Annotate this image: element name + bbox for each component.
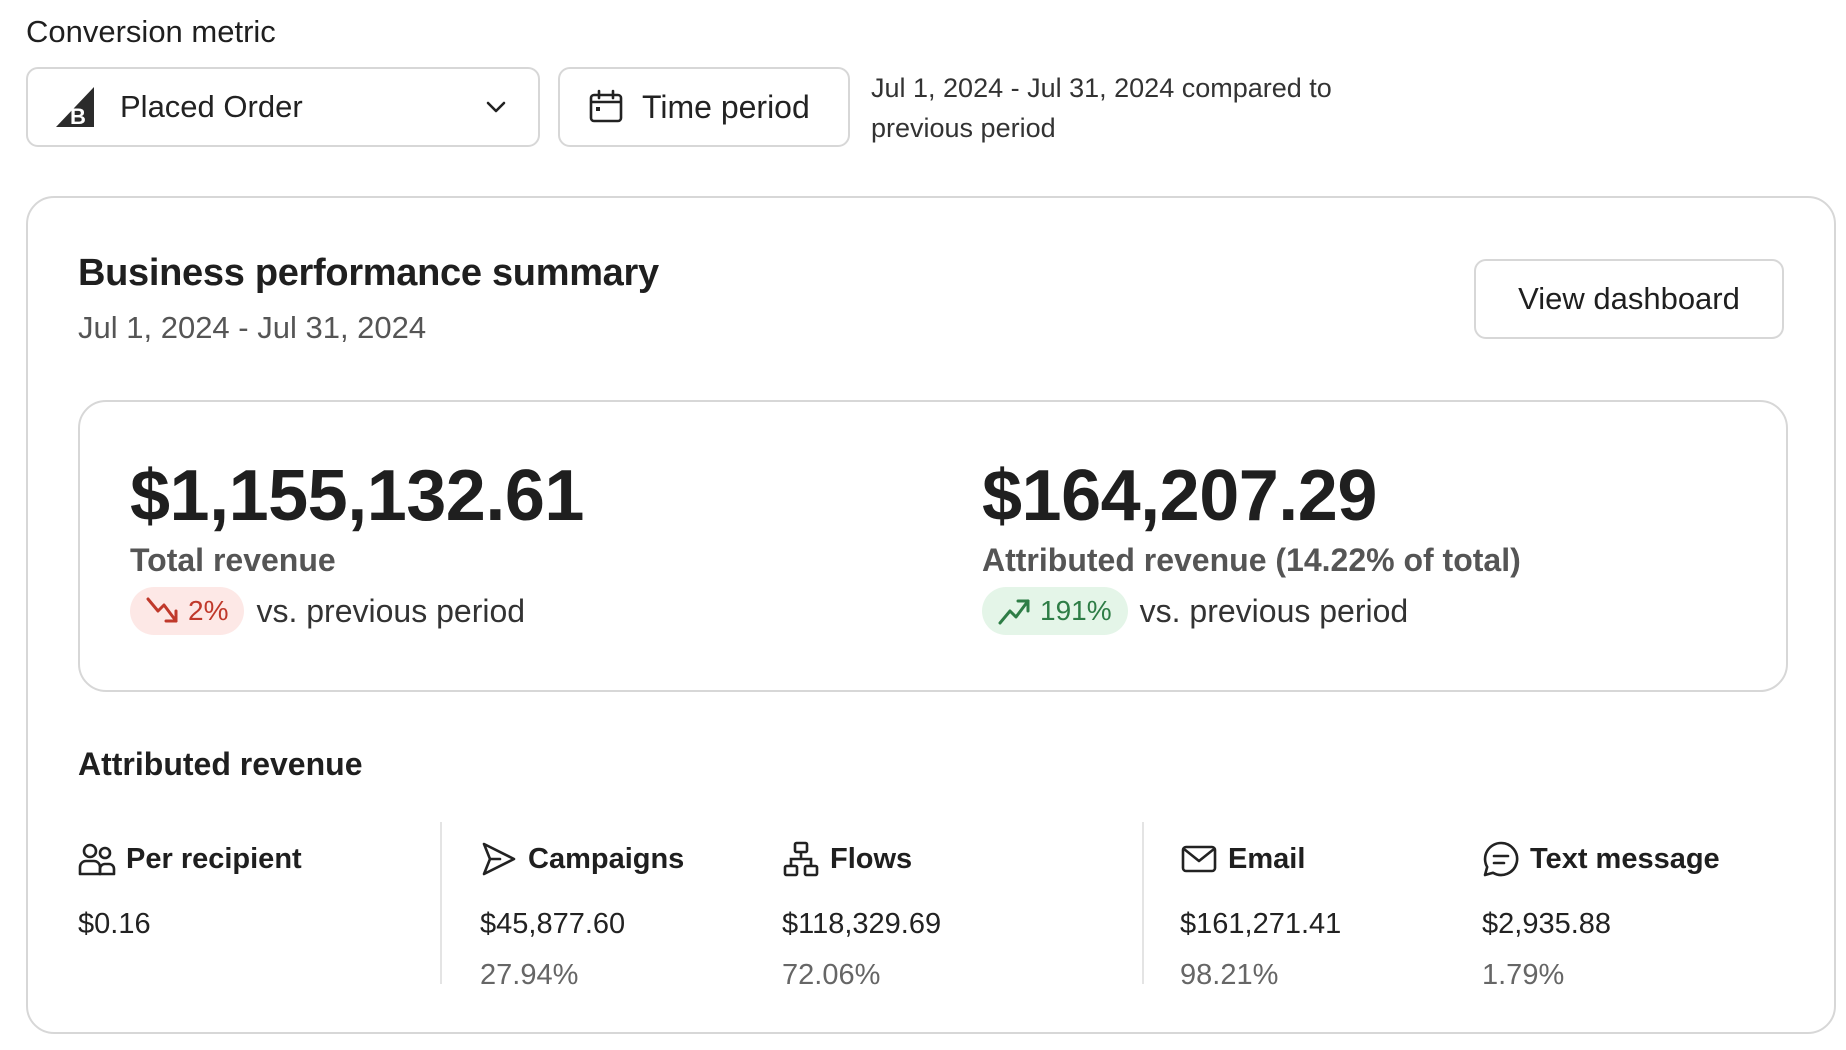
attributed-revenue-vs-label: vs. previous period — [1139, 592, 1409, 629]
bigcommerce-logo-icon: B — [56, 87, 94, 129]
attributed-revenue-stat: $164,207.29 Attributed revenue (14.22% o… — [982, 454, 1521, 635]
campaigns-value: $45,877.60 — [480, 908, 626, 940]
total-revenue-stat: $1,155,132.61 Total revenue 2% vs. previ… — [130, 454, 584, 635]
summary-title: Business performance summary — [78, 252, 659, 294]
per-recipient-metric: Per recipient $0.16 — [78, 840, 302, 941]
attributed-revenue-label: Attributed revenue (14.22% of total) — [982, 542, 1521, 578]
svg-text:B: B — [70, 104, 86, 129]
flows-value: $118,329.69 — [782, 908, 942, 940]
campaigns-label: Campaigns — [528, 842, 685, 875]
summary-date-range: Jul 1, 2024 - Jul 31, 2024 — [78, 310, 427, 345]
total-revenue-change: 2% — [188, 595, 229, 626]
email-icon — [1181, 845, 1217, 873]
trend-down-badge: 2% — [130, 587, 245, 635]
email-metric: Email $161,271.41 98.21% — [1180, 840, 1341, 992]
revenue-stats-box: $1,155,132.61 Total revenue 2% vs. previ… — [78, 400, 1788, 692]
comparison-range-text: Jul 1, 2024 - Jul 31, 2024 compared to p… — [871, 73, 1332, 143]
per-recipient-value: $0.16 — [78, 908, 151, 940]
text-message-metric: Text message $2,935.88 1.79% — [1482, 840, 1720, 992]
flows-percent: 72.06% — [782, 959, 881, 991]
metric-divider — [1142, 822, 1144, 984]
conversion-metric-value: Placed Order — [120, 89, 303, 124]
time-period-button[interactable]: Time period — [558, 67, 850, 147]
flows-metric: Flows $118,329.69 72.06% — [782, 840, 941, 992]
users-icon — [78, 843, 116, 876]
message-icon — [1483, 841, 1519, 877]
conversion-metric-label: Conversion metric — [26, 14, 276, 49]
text-message-percent: 1.79% — [1482, 959, 1565, 991]
email-label: Email — [1228, 842, 1306, 875]
chevron-down-icon — [486, 101, 506, 113]
calendar-icon — [589, 89, 623, 123]
metric-divider — [440, 822, 442, 984]
view-dashboard-button[interactable]: View dashboard — [1474, 259, 1784, 339]
trend-up-icon — [998, 599, 1030, 625]
attributed-revenue-title: Attributed revenue — [78, 746, 363, 782]
text-message-value: $2,935.88 — [1482, 908, 1612, 940]
conversion-metric-select[interactable]: B Placed Order — [26, 67, 540, 147]
total-revenue-trend: 2% vs. previous period — [130, 587, 584, 635]
attributed-revenue-change: 191% — [1040, 595, 1112, 626]
per-recipient-label: Per recipient — [126, 842, 302, 875]
business-performance-card: Business performance summary Jul 1, 2024… — [26, 196, 1836, 1034]
flow-icon — [783, 841, 819, 877]
total-revenue-vs-label: vs. previous period — [256, 592, 526, 629]
email-value: $161,271.41 — [1180, 908, 1342, 940]
attributed-revenue-trend: 191% vs. previous period — [982, 587, 1521, 635]
attributed-revenue-value: $164,207.29 — [982, 456, 1377, 536]
send-icon — [482, 842, 516, 876]
email-percent: 98.21% — [1180, 959, 1279, 991]
total-revenue-label: Total revenue — [130, 542, 336, 578]
flows-label: Flows — [830, 842, 913, 875]
trend-down-icon — [146, 597, 178, 623]
trend-up-badge: 191% — [982, 587, 1128, 635]
campaigns-percent: 27.94% — [480, 959, 579, 991]
campaigns-metric: Campaigns $45,877.60 27.94% — [480, 840, 684, 992]
total-revenue-value: $1,155,132.61 — [130, 456, 584, 536]
time-period-label: Time period — [642, 88, 810, 125]
text-message-label: Text message — [1530, 842, 1720, 875]
